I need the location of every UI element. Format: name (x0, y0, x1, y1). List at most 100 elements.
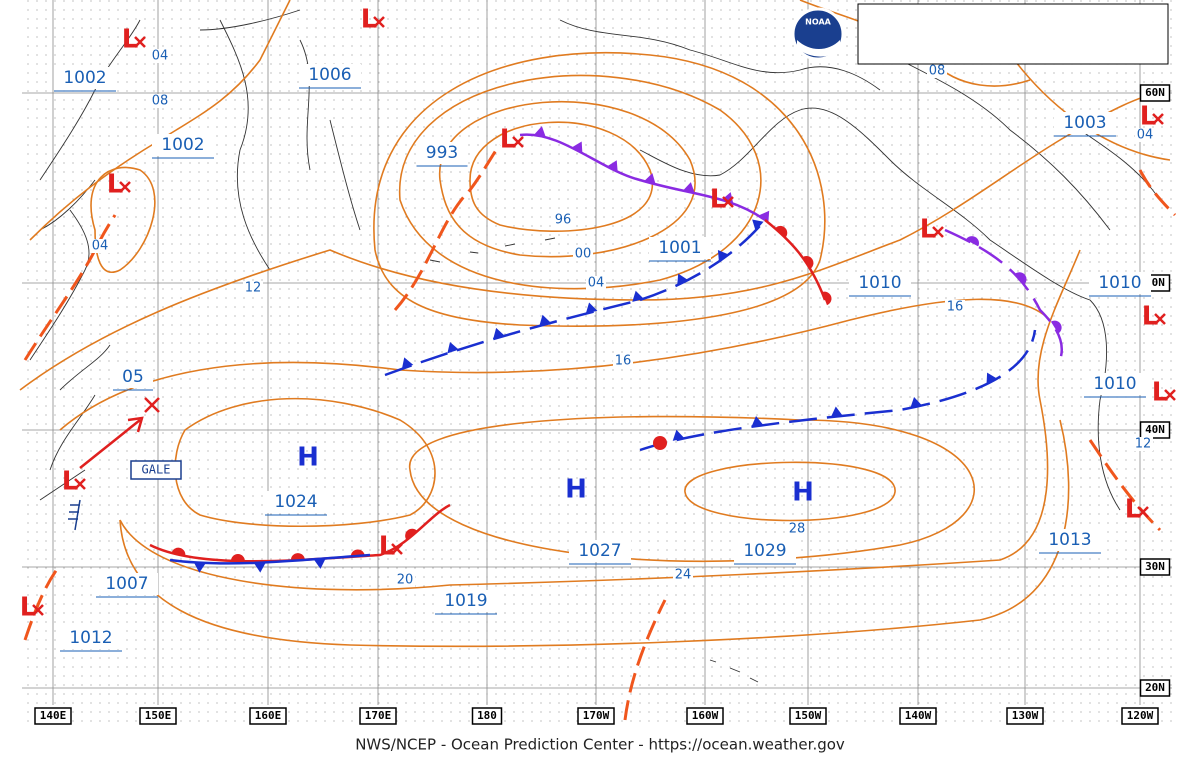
isobar (119, 419, 1070, 648)
high-center: H (565, 475, 587, 505)
isobar-label: 16 (615, 354, 632, 369)
cold-symbol (682, 182, 695, 194)
pressure-label: 1012 (69, 628, 112, 648)
pressure-label: 1010 (1098, 273, 1141, 293)
longitude-label: 120W (1121, 707, 1159, 725)
latitude-label: 40N (1139, 421, 1171, 439)
front-symbol (986, 372, 998, 385)
latitude-label-box (1139, 558, 1171, 576)
isobar (174, 397, 436, 527)
coastline (199, 9, 361, 271)
front-symbol (644, 173, 656, 185)
front-symbol (401, 357, 414, 369)
front-symbol (539, 314, 551, 326)
label-backing (299, 64, 361, 86)
warm-symbol (965, 236, 979, 247)
isobar (373, 51, 826, 327)
longitude-label: 150W (789, 707, 827, 725)
wind-barb (68, 499, 81, 531)
label-backing (416, 142, 468, 164)
warm-symbol (1050, 320, 1062, 334)
longitude-label-text: 160W (692, 709, 719, 722)
pressure-label: 1027 (578, 541, 621, 561)
isobar (29, 0, 291, 241)
label-backing (649, 237, 711, 259)
isobar (684, 461, 896, 522)
pressure-label: 1006 (308, 65, 351, 85)
coastlines (29, 9, 1161, 683)
cold-symbol (585, 302, 598, 314)
front-symbol (910, 396, 923, 409)
front-symbol (752, 219, 764, 231)
arrow-head (127, 416, 144, 433)
longitude-label: 160W (686, 707, 724, 725)
front-symbol (821, 291, 832, 306)
label-backing (150, 94, 170, 108)
label-backing (553, 213, 573, 227)
pressure-label: 1029 (743, 541, 786, 561)
label-backing (1135, 128, 1155, 142)
graticule (22, 0, 1172, 705)
fronts (23, 126, 1177, 721)
warm-symbol (230, 554, 245, 562)
front-symbol (171, 547, 186, 557)
low-center: L (379, 532, 396, 562)
low-x (119, 181, 131, 193)
trough (393, 143, 502, 311)
label-backing (243, 281, 263, 295)
forecast-position (144, 397, 160, 413)
front-symbol (313, 558, 326, 569)
front-symbol (230, 554, 245, 562)
low-center: L (920, 215, 937, 245)
front-symbol (682, 182, 695, 194)
cold-symbol (752, 219, 764, 231)
longitude-label: 130W (1006, 707, 1044, 725)
low-x (391, 543, 403, 555)
label-backing (96, 573, 158, 595)
longitude-label-text: 170E (365, 709, 392, 722)
latitude-label-text: 20N (1145, 681, 1165, 694)
isobar-label: 04 (92, 239, 109, 254)
low-x (512, 136, 524, 148)
isobar-label: 04 (1137, 128, 1154, 143)
longitude-label-text: 150E (145, 709, 172, 722)
cold-symbol (313, 558, 326, 569)
header-frame (857, 3, 1169, 65)
cold-symbol (632, 290, 644, 302)
pressure-label: 1003 (1063, 113, 1106, 133)
front (384, 219, 766, 377)
label-backing (586, 276, 606, 290)
label-backing (150, 49, 170, 63)
front-symbol (585, 302, 598, 314)
front-symbol (493, 327, 505, 340)
low-x (74, 478, 86, 490)
front-symbol (758, 210, 770, 223)
front-symbol (965, 236, 979, 247)
label-backing (673, 568, 693, 582)
front-symbol (1014, 272, 1027, 285)
label-backing (395, 573, 415, 587)
pressure-label: 1024 (274, 492, 317, 512)
front-symbol (253, 562, 266, 573)
longitude-label-text: 150W (795, 709, 822, 722)
coastline (29, 19, 141, 501)
isobar (90, 166, 156, 273)
front-symbol (447, 342, 459, 354)
latitude-label: 30N (1139, 558, 1171, 576)
label-backing (787, 522, 807, 536)
pressure-label: 1010 (1093, 374, 1136, 394)
longitude-label: 180 (471, 707, 503, 725)
label-backing (1089, 272, 1151, 294)
latitude-label-text: 40N (1145, 423, 1165, 436)
front-symbol (775, 225, 788, 238)
label-backing (54, 67, 116, 89)
longitude-label-box (359, 707, 397, 725)
front-symbol (571, 141, 583, 154)
longitude-label-text: 140W (905, 709, 932, 722)
low-center: L (1125, 495, 1142, 525)
front (639, 329, 1037, 452)
longitude-label-box (789, 707, 827, 725)
cold-symbol (986, 372, 998, 385)
pressure-label: 993 (426, 143, 458, 163)
cold-symbol (534, 126, 546, 138)
